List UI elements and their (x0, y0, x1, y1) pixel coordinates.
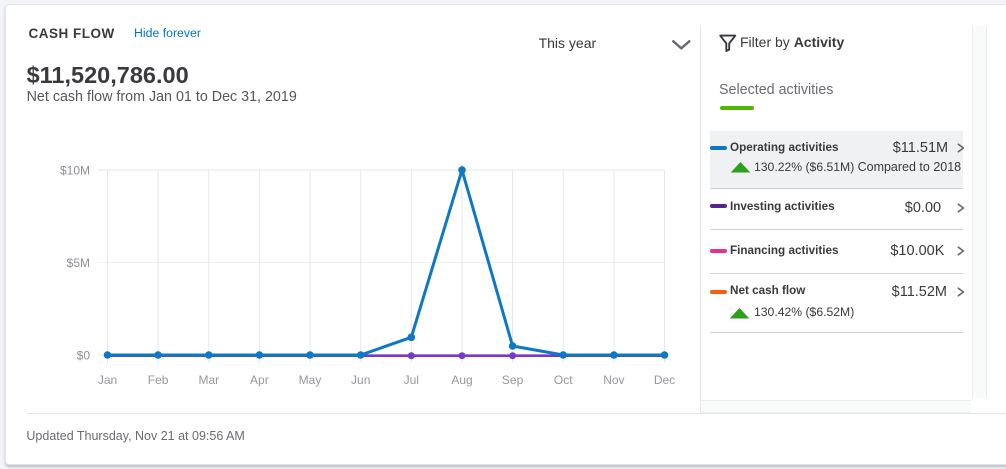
svg-text:Jun: Jun (351, 373, 370, 387)
svg-text:Mar: Mar (198, 373, 219, 387)
svg-text:$5M: $5M (67, 256, 90, 270)
svg-text:Feb: Feb (148, 373, 169, 387)
svg-text:Jan: Jan (98, 373, 117, 387)
svg-text:Jul: Jul (404, 373, 419, 387)
svg-text:Aug: Aug (451, 373, 472, 387)
svg-text:Sep: Sep (502, 373, 524, 387)
svg-text:Oct: Oct (554, 373, 573, 387)
svg-text:Nov: Nov (603, 373, 624, 387)
svg-text:$10M: $10M (60, 163, 90, 177)
svg-text:Apr: Apr (250, 373, 269, 387)
svg-text:May: May (299, 373, 322, 387)
svg-text:$0: $0 (77, 348, 91, 362)
svg-text:Dec: Dec (654, 373, 675, 387)
